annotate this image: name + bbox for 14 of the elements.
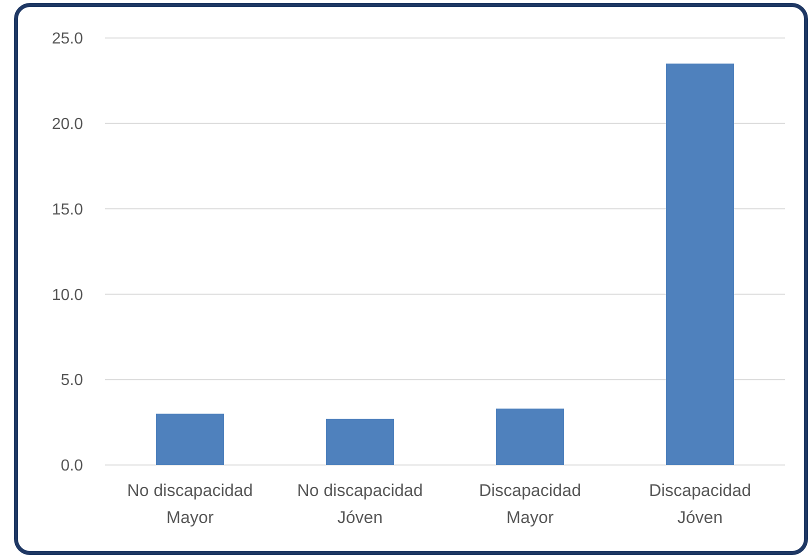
x-tick-label: Discapacidad Mayor — [478, 481, 582, 527]
y-tick-label: 15.0 — [52, 201, 84, 218]
x-tick-label: No discapacidad Jóven — [297, 481, 423, 527]
bar — [666, 64, 734, 465]
bar — [496, 408, 564, 465]
y-tick-label: 10.0 — [52, 286, 84, 304]
bar — [156, 414, 224, 465]
y-tick-label: 5.0 — [60, 372, 84, 390]
x-tick-label: Discapacidad Jóven — [648, 481, 752, 527]
y-tick-label: 25.0 — [52, 30, 84, 48]
x-tick-label: No discapacidad Mayor — [127, 481, 253, 527]
bar — [326, 418, 394, 465]
y-tick-label: 0.0 — [60, 458, 84, 475]
y-tick-label: 20.0 — [52, 116, 84, 133]
